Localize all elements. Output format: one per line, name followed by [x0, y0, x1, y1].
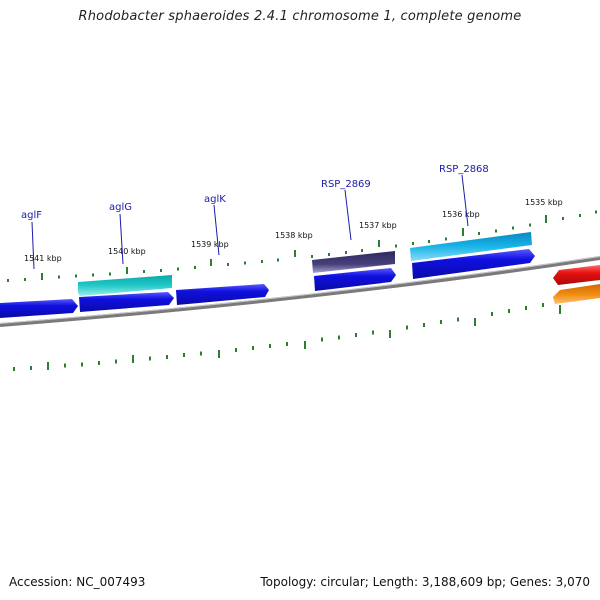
- scale-label-1538: 1538 kbp: [275, 231, 313, 240]
- upper-tick-arc: [7, 210, 597, 282]
- chromosome-backbone: [0, 256, 600, 327]
- accession-text: Accession: NC_007493: [9, 575, 146, 589]
- chromosome-backbone-highlight: [0, 256, 600, 324]
- gene-aglG-reverse[interactable]: [78, 275, 172, 296]
- scale-label-1536: 1536 kbp: [442, 210, 480, 219]
- gene-RSP_2869-reverse[interactable]: [312, 251, 395, 273]
- gene-labels: aglF aglG aglK RSP_2869 RSP_2868: [21, 164, 489, 221]
- scale-label-1541: 1541 kbp: [24, 254, 62, 263]
- gene-red-partial[interactable]: [553, 265, 600, 285]
- scale-label-1535: 1535 kbp: [525, 198, 563, 207]
- forward-strand-genes: [0, 249, 600, 318]
- gene-RSP_2868-reverse[interactable]: [410, 232, 532, 261]
- scale-labels: 1541 kbp 1540 kbp 1539 kbp 1538 kbp 1537…: [24, 198, 563, 263]
- scale-label-1540: 1540 kbp: [108, 247, 146, 256]
- map-title: Rhodobacter sphaeroides 2.4.1 chromosome…: [78, 9, 522, 24]
- gene-aglK-forward[interactable]: [176, 284, 269, 305]
- scale-label-1537: 1537 kbp: [359, 221, 397, 230]
- gene-label-aglK: aglK: [204, 194, 226, 205]
- gene-label-aglG: aglG: [109, 202, 132, 213]
- gene-label-aglF: aglF: [21, 210, 42, 221]
- gene-label-RSP_2869: RSP_2869: [321, 179, 371, 190]
- scale-label-1539: 1539 kbp: [191, 240, 229, 249]
- gene-forward-4[interactable]: [314, 268, 396, 291]
- genome-info-text: Topology: circular; Length: 3,188,609 bp…: [260, 575, 590, 589]
- gene-label-RSP_2868: RSP_2868: [439, 164, 489, 175]
- reverse-strand-genes: [78, 232, 600, 304]
- gene-label-leaders: [31, 174, 469, 270]
- gene-aglF-forward[interactable]: [0, 299, 78, 318]
- gene-forward-2[interactable]: [79, 292, 174, 312]
- gene-orange-partial[interactable]: [553, 284, 600, 304]
- gene-forward-5[interactable]: [412, 249, 535, 279]
